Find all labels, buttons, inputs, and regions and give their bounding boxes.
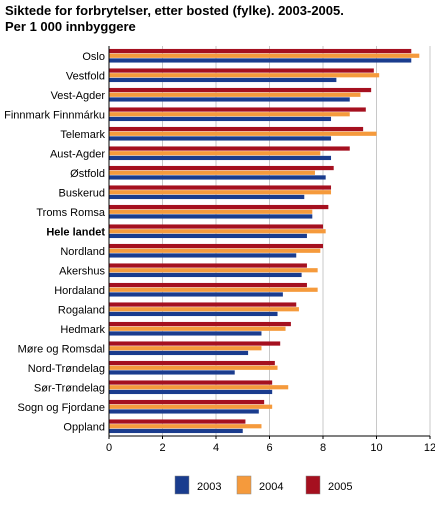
bar-2003-0 [109,58,412,63]
bar-2005-7 [109,185,332,190]
category-label-12: Hordaland [54,285,105,297]
bar-2003-14 [109,331,262,336]
bar-2004-10 [109,248,321,253]
bar-2004-11 [109,268,318,273]
bar-2005-4 [109,126,364,132]
bar-2003-16 [109,370,235,375]
x-tick-label-8: 8 [320,442,326,454]
bar-2005-14 [109,321,291,327]
bar-2005-2 [109,87,372,93]
bar-2004-2 [109,92,361,97]
bar-2004-4 [109,131,377,136]
bar-2005-8 [109,204,329,210]
bar-2005-15 [109,341,281,346]
bar-2005-1 [109,68,374,73]
bar-2003-9 [109,233,307,239]
bar-2003-3 [109,116,332,122]
x-tick-label-0: 0 [106,442,112,454]
category-label-15: Møre og Romsdal [18,343,105,355]
category-label-16: Nord-Trøndelag [28,363,105,375]
x-tick-label-4: 4 [213,442,219,454]
category-label-6: Østfold [70,168,105,180]
bar-2003-6 [109,175,326,180]
category-label-9: Hele landet [46,226,105,238]
chart-title-line2: Per 1 000 innbyggere [5,19,136,34]
bar-2004-0 [109,53,420,58]
category-label-11: Akershus [59,265,105,277]
chart-title: Siktede for forbrytelser, etter bosted (… [5,3,430,35]
category-label-7: Buskerud [59,187,105,199]
bar-2003-2 [109,97,350,102]
bar-2005-18 [109,399,265,405]
bar-2003-19 [109,428,243,434]
category-label-14: Hedmark [60,324,105,336]
bar-2005-9 [109,224,323,229]
x-tick-label-10: 10 [370,442,382,454]
bar-2004-15 [109,346,262,351]
bar-2003-12 [109,292,283,297]
category-label-13: Rogaland [58,304,105,316]
bar-2003-8 [109,214,313,219]
category-label-17: Sør-Trøndelag [34,382,105,394]
bar-2004-3 [109,112,350,117]
bar-2003-10 [109,253,297,258]
bar-2005-13 [109,302,297,307]
bar-2003-13 [109,311,278,317]
category-label-10: Nordland [60,246,105,258]
legend-label-2004: 2004 [259,481,283,493]
bar-2004-7 [109,190,332,195]
x-tick-label-6: 6 [266,442,272,454]
bar-2004-8 [109,209,313,214]
bar-2005-5 [109,146,350,151]
bar-2005-3 [109,107,366,112]
bar-2004-6 [109,170,315,175]
bar-2005-17 [109,380,273,385]
bar-2003-5 [109,155,332,161]
category-label-8: Troms Romsa [36,207,106,219]
bar-2005-16 [109,360,275,366]
bar-2003-7 [109,194,305,200]
category-label-5: Aust-Agder [50,148,105,160]
bar-2003-15 [109,350,249,356]
category-label-4: Telemark [60,129,105,141]
x-tick-label-12: 12 [424,442,435,454]
category-label-0: Oslo [82,51,105,63]
legend-label-2005: 2005 [328,481,352,493]
legend-swatch-2003 [174,475,190,495]
bar-2004-18 [109,404,273,409]
bar-2004-14 [109,326,286,331]
legend-swatch-2005 [305,475,321,495]
bar-2004-12 [109,287,318,292]
category-label-19: Oppland [63,421,105,433]
category-label-3: Finnmark Finnmárku [4,109,105,121]
category-label-1: Vestfold [66,70,105,82]
bar-2004-17 [109,385,289,390]
x-tick-label-2: 2 [159,442,165,454]
bar-2003-1 [109,77,337,83]
legend-swatch-2004 [236,475,252,495]
bar-2004-9 [109,229,326,234]
chart-title-line1: Siktede for forbrytelser, etter bosted (… [5,3,344,18]
bar-2004-13 [109,307,299,312]
bar-2003-18 [109,409,259,414]
bar-2005-11 [109,263,307,268]
bar-2005-12 [109,282,307,288]
bar-2004-5 [109,151,321,156]
bar-2003-4 [109,136,332,141]
bar-2005-0 [109,48,412,54]
bar-2003-11 [109,272,302,278]
bar-2005-10 [109,243,323,249]
bar-2005-19 [109,419,246,424]
legend-label-2003: 2003 [197,481,221,493]
bar-2003-17 [109,389,273,395]
bar-2004-19 [109,424,262,429]
category-label-18: Sogn og Fjordane [18,402,105,414]
bar-2004-1 [109,73,380,78]
bar-2005-6 [109,165,334,171]
bar-2004-16 [109,365,278,370]
category-label-2: Vest-Agder [51,90,106,102]
